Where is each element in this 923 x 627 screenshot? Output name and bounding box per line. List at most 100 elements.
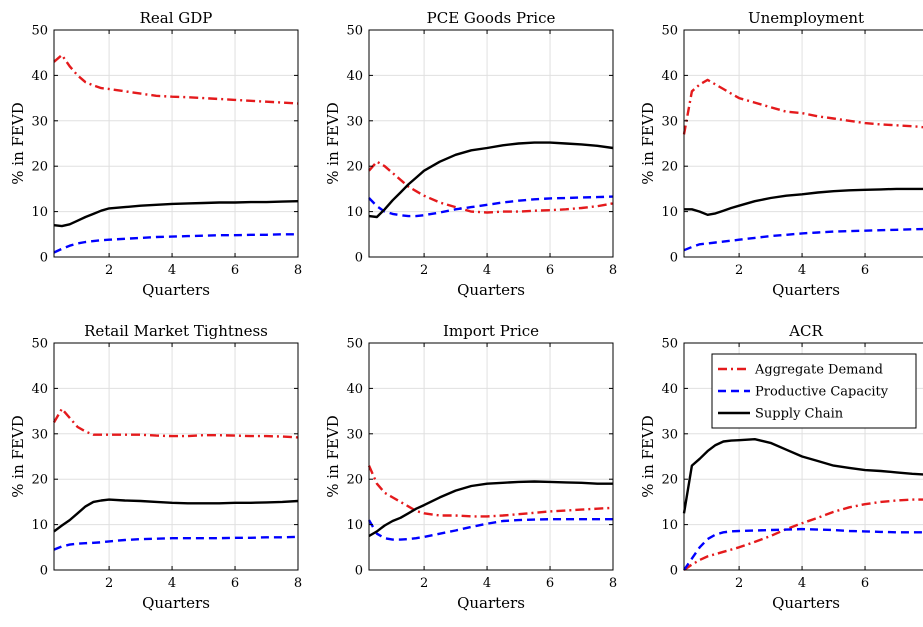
legend-label-supply-chain: Supply Chain — [755, 407, 844, 422]
y-axis-label: % in FEVD — [639, 102, 657, 184]
y-tick-label: 30 — [31, 114, 48, 129]
y-tick-label: 30 — [661, 114, 678, 129]
y-tick-label: 40 — [346, 69, 363, 84]
y-tick-label: 30 — [346, 114, 363, 129]
y-tick-label: 40 — [346, 382, 363, 397]
x-tick-label: 6 — [546, 263, 554, 278]
y-tick-label: 0 — [40, 564, 48, 579]
legend: Aggregate Demand Productive Capacity Suppl… — [711, 353, 917, 429]
legend-label-aggregate-demand: Aggregate Demand — [754, 363, 883, 378]
x-tick-label: 6 — [861, 263, 869, 278]
y-tick-label: 40 — [31, 382, 48, 397]
x-tick-label: 2 — [420, 263, 428, 278]
x-tick-label: 4 — [168, 263, 176, 278]
y-tick-label: 0 — [355, 564, 363, 579]
series-line-supply-chain — [368, 141, 614, 219]
y-tick-label: 30 — [31, 427, 48, 442]
y-axis-label: % in FEVD — [639, 415, 657, 497]
axes-box — [368, 342, 614, 571]
x-tick-label: 2 — [105, 263, 113, 278]
chart-title: PCE Goods Price — [427, 9, 556, 27]
legend-label-productive-capacity: Productive Capacity — [755, 385, 889, 400]
y-tick-label: 10 — [661, 205, 678, 220]
y-tick-label: 30 — [661, 427, 678, 442]
y-tick-label: 20 — [661, 160, 678, 175]
series-line-aggregate-demand — [53, 53, 299, 105]
x-axis-label: Quarters — [142, 281, 210, 299]
series-line-supply-chain — [53, 498, 299, 533]
y-tick-label: 10 — [346, 518, 363, 533]
series-line-supply-chain — [682, 438, 923, 514]
chart-panel-4: 2 4 6 8 0 10 20 30 40 50 Retail Market Tightness Qu… — [9, 322, 302, 612]
x-tick-label: 8 — [609, 263, 617, 278]
axes-box — [683, 29, 923, 258]
y-tick-label: 20 — [31, 473, 48, 488]
x-tick-label: 6 — [231, 263, 239, 278]
x-tick-label: 8 — [294, 263, 302, 278]
y-tick-label: 20 — [346, 473, 363, 488]
chart-title: Import Price — [443, 322, 539, 340]
y-axis-label: % in FEVD — [9, 102, 27, 184]
series-line-productive-capacity — [368, 195, 614, 218]
y-tick-label: 0 — [670, 564, 678, 579]
x-axis-label: Quarters — [457, 594, 525, 612]
chart-panel-3: 246801020304050UnemploymentQuarters% in … — [639, 9, 923, 299]
x-tick-label: 2 — [105, 576, 113, 591]
y-tick-label: 10 — [346, 205, 363, 220]
chart-title: ACR — [788, 322, 823, 340]
series-line-supply-chain — [53, 200, 299, 228]
chart-panel-2: 2 4 6 8 0 10 20 30 40 50 PCE Goods Price Quarters % … — [324, 9, 617, 299]
y-tick-label: 50 — [31, 337, 48, 352]
axes-box — [368, 29, 614, 258]
x-tick-label: 6 — [546, 576, 554, 591]
x-tick-label: 6 — [861, 576, 869, 591]
series-line-aggregate-demand — [683, 498, 923, 571]
series-line-aggregate-demand — [52, 407, 299, 439]
x-tick-label: 2 — [735, 263, 743, 278]
y-tick-label: 40 — [31, 69, 48, 84]
y-axis-label: % in FEVD — [324, 415, 342, 497]
x-axis-label: Quarters — [772, 594, 840, 612]
chart-panel-6: 246801020304050ACRQuarters% in FEVDAggre… — [639, 322, 923, 612]
x-axis-label: Quarters — [142, 594, 210, 612]
y-tick-label: 30 — [346, 427, 363, 442]
series-line-productive-capacity — [683, 527, 923, 571]
x-tick-label: 4 — [483, 263, 491, 278]
y-tick-label: 50 — [661, 24, 678, 39]
x-tick-label: 4 — [798, 263, 806, 278]
y-tick-label: 20 — [31, 160, 48, 175]
chart-panel-1: 2 4 6 8 0 10 20 30 40 50 Real GDP Quarters % in FEVD — [9, 9, 302, 299]
y-tick-label: 50 — [346, 337, 363, 352]
series-line-supply-chain — [684, 187, 923, 217]
x-tick-label: 2 — [735, 576, 743, 591]
y-tick-label: 10 — [31, 518, 48, 533]
y-tick-label: 50 — [661, 337, 678, 352]
chart-title: Retail Market Tightness — [84, 322, 268, 340]
series-line-supply-chain — [368, 480, 613, 538]
x-axis-label: Quarters — [772, 281, 840, 299]
series-line-productive-capacity — [53, 535, 299, 551]
y-tick-label: 10 — [661, 518, 678, 533]
y-tick-label: 40 — [661, 69, 678, 84]
y-tick-label: 0 — [40, 251, 48, 266]
series-line-productive-capacity — [53, 233, 298, 254]
series-line-productive-capacity — [683, 227, 923, 252]
y-tick-label: 20 — [661, 473, 678, 488]
series-line-aggregate-demand — [368, 160, 614, 214]
series-line-aggregate-demand — [367, 465, 614, 518]
axes-box — [53, 342, 299, 571]
x-tick-label: 6 — [231, 576, 239, 591]
x-tick-label: 4 — [168, 576, 176, 591]
y-tick-label: 10 — [31, 205, 48, 220]
y-tick-label: 20 — [346, 160, 363, 175]
y-tick-label: 0 — [355, 251, 363, 266]
x-tick-label: 4 — [483, 576, 491, 591]
y-tick-label: 50 — [346, 24, 363, 39]
series-line-productive-capacity — [367, 518, 613, 541]
y-tick-label: 50 — [31, 24, 48, 39]
chart-title: Unemployment — [748, 9, 864, 27]
x-tick-label: 8 — [294, 576, 302, 591]
y-axis-label: % in FEVD — [324, 102, 342, 184]
chart-title: Real GDP — [140, 9, 213, 27]
